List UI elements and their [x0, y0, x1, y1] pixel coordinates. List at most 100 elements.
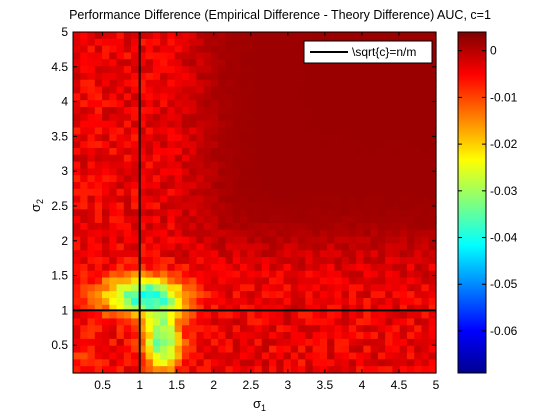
heatmap-cell [334, 188, 343, 197]
heatmap-cell [399, 93, 408, 101]
heatmap-cell [334, 229, 343, 238]
heatmap-cell [167, 182, 176, 190]
heatmap-cell [152, 86, 161, 94]
heatmap-cell [348, 318, 357, 326]
heatmap-cell [138, 284, 147, 292]
heatmap-cell [392, 257, 401, 265]
heatmap-cell [167, 161, 176, 169]
heatmap-cell [80, 222, 89, 231]
heatmap-cell [247, 202, 256, 210]
heatmap-cell [283, 243, 292, 251]
heatmap-cell [319, 107, 328, 115]
heatmap-cell [276, 32, 285, 40]
heatmap-cell [261, 318, 270, 326]
heatmap-cell [377, 366, 386, 374]
heatmap-cell [167, 250, 176, 258]
heatmap-cell [341, 134, 350, 142]
heatmap-cell [102, 359, 110, 367]
heatmap-cell [189, 52, 198, 60]
heatmap-cell [73, 297, 81, 306]
heatmap-cell [406, 311, 415, 320]
x-axis-ticks: 0.5 1 1.5 2 2.5 3 3.5 4 4.5 5 [94, 32, 440, 392]
heatmap-cell [298, 45, 306, 54]
heatmap-cell [283, 182, 292, 190]
heatmap-cell [210, 332, 219, 340]
heatmap-cell [145, 216, 154, 224]
heatmap-cell [116, 297, 125, 306]
heatmap-cell [290, 168, 299, 176]
heatmap-cell [131, 195, 139, 204]
heatmap-cell [94, 297, 103, 306]
heatmap-cell [261, 52, 270, 60]
heatmap-cell [239, 229, 248, 238]
y-tick-label: 2.5 [51, 199, 68, 213]
heatmap-cell [406, 127, 415, 135]
heatmap-cell [327, 263, 335, 272]
heatmap-cell [298, 141, 306, 149]
heatmap-cell [73, 311, 81, 320]
heatmap-cell [348, 175, 357, 183]
heatmap-cell [414, 66, 423, 74]
heatmap-cell [102, 229, 110, 238]
heatmap-cell [319, 202, 328, 210]
heatmap-cell [269, 243, 277, 251]
heatmap-cell [181, 107, 190, 115]
heatmap-cell [370, 127, 379, 135]
heatmap-cell [174, 325, 183, 333]
heatmap-cell [189, 45, 198, 54]
heatmap-cell [138, 318, 147, 326]
heatmap-cell [370, 93, 379, 101]
heatmap-cell [94, 72, 103, 81]
heatmap-cell [421, 297, 430, 306]
heatmap-cell [327, 297, 335, 306]
heatmap-cell [232, 325, 241, 333]
heatmap-cell [312, 243, 321, 251]
heatmap-cell [312, 141, 321, 149]
heatmap-cell [145, 209, 154, 217]
heatmap-cell [341, 345, 350, 354]
heatmap-cell [377, 236, 386, 245]
heatmap-cell [131, 154, 139, 163]
heatmap-cell [254, 202, 263, 210]
heatmap-cell [203, 304, 212, 313]
heatmap-cell [80, 263, 89, 272]
heatmap-cell [385, 222, 394, 231]
heatmap-cell [254, 216, 263, 224]
heatmap-cell [327, 79, 335, 88]
heatmap-cell [319, 32, 328, 40]
heatmap-cell [261, 332, 270, 340]
heatmap-cell [152, 257, 161, 265]
heatmap-cell [254, 318, 263, 326]
heatmap-cell [123, 175, 132, 183]
heatmap-cell [276, 304, 285, 313]
heatmap-cell [239, 311, 248, 320]
heatmap-cell [131, 229, 139, 238]
x-tick-label: 1 [136, 378, 143, 392]
heatmap-cell [232, 141, 241, 149]
heatmap-cell [377, 195, 386, 204]
heatmap-cell [377, 277, 386, 285]
heatmap-cell [167, 318, 176, 326]
heatmap-cell [327, 222, 335, 231]
heatmap-cell [414, 134, 423, 142]
heatmap-cell [181, 202, 190, 210]
heatmap-cell [428, 66, 437, 74]
heatmap-cell [392, 93, 401, 101]
heatmap-cell [123, 134, 132, 142]
heatmap-cell [247, 318, 256, 326]
heatmap-cell [327, 66, 335, 74]
heatmap-cell [131, 338, 139, 347]
heatmap-cell [356, 86, 364, 94]
heatmap-cell [102, 366, 110, 374]
heatmap-cell [290, 332, 299, 340]
heatmap-cell [123, 263, 132, 272]
heatmap-cell [225, 182, 234, 190]
heatmap-cell [189, 250, 198, 258]
heatmap-cell [109, 311, 118, 320]
heatmap-cell [305, 175, 314, 183]
heatmap-cell [131, 188, 139, 197]
colorbar-tick-label: -0.06 [490, 324, 518, 338]
heatmap-cell [152, 188, 161, 197]
heatmap-cell [247, 38, 256, 47]
heatmap-cell [189, 188, 198, 197]
